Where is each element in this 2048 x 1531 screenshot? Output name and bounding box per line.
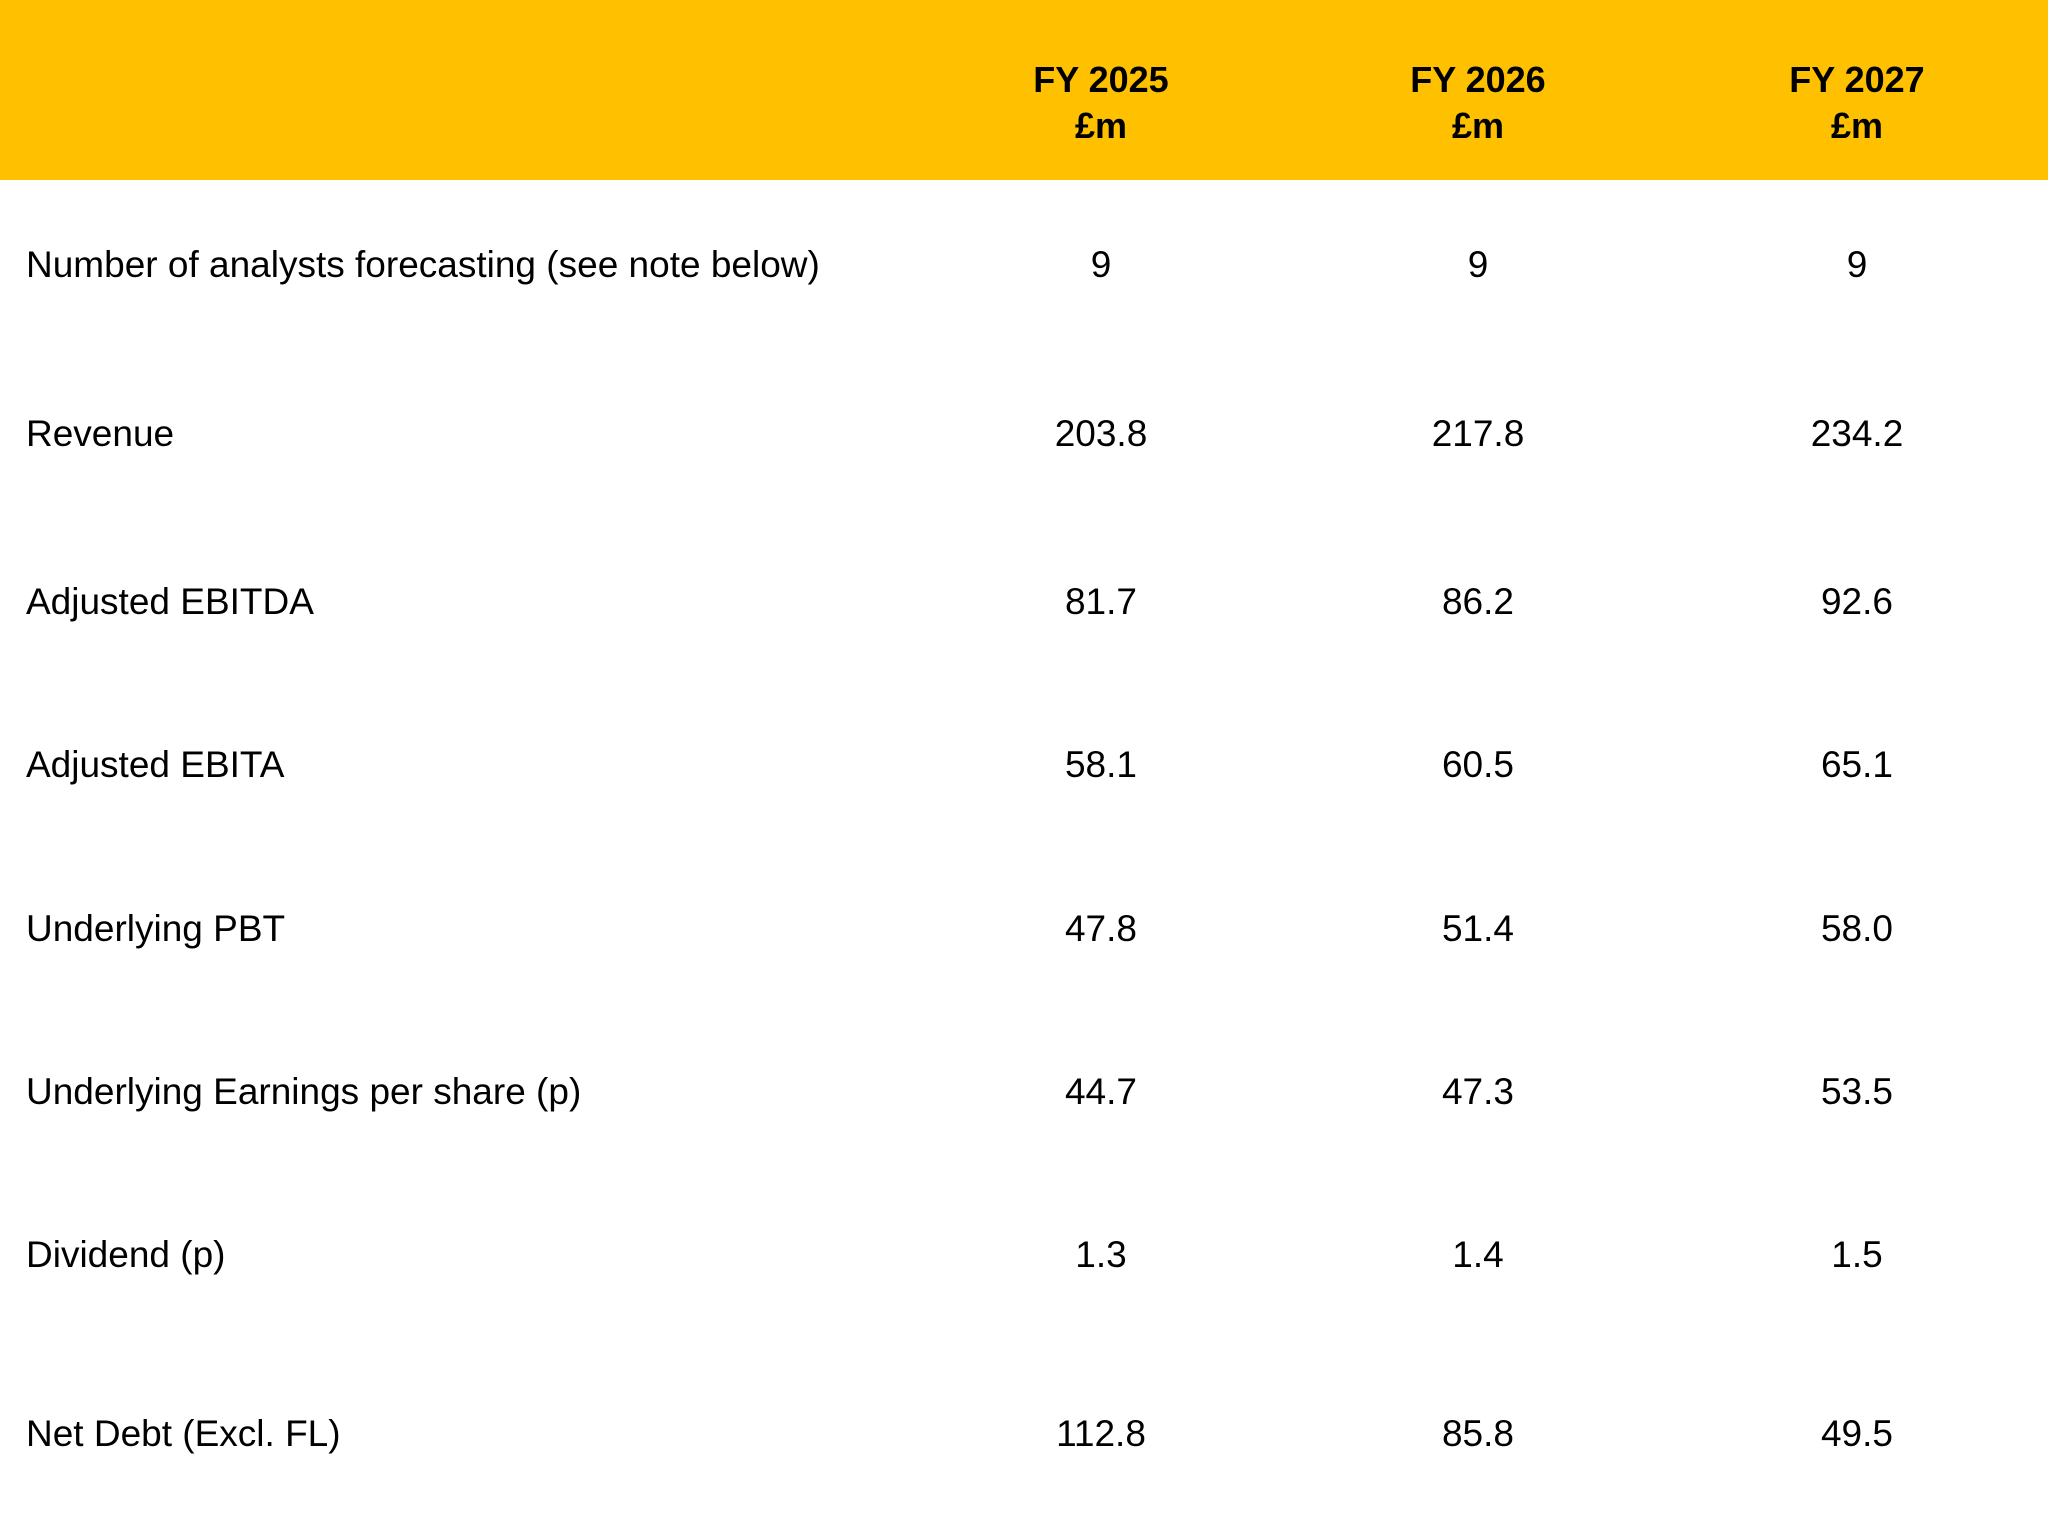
table-header: FY 2025 £m FY 2026 £m FY 2027 £m [0,0,2048,180]
cell-value: 44.7 [1064,1071,1137,1112]
column-year: FY 2025 [1033,59,1169,100]
cell-value: 1.3 [1075,1234,1127,1275]
row-label: Adjusted EBITDA [26,581,314,622]
cell-value: 81.7 [1064,581,1137,622]
row-label: Net Debt (Excl. FL) [26,1413,341,1454]
cell-value: 1.5 [1831,1234,1883,1275]
cell-value: 53.5 [1820,1071,1893,1112]
cell-value: 65.1 [1820,744,1893,785]
column-header: FY 2027 £m [1707,57,2007,149]
column-header: FY 2026 £m [1328,57,1628,149]
row-label: Number of analysts forecasting (see note… [26,244,820,285]
cell-value: 86.2 [1441,581,1514,622]
cell-value: 47.8 [1064,908,1137,949]
cell-value: 60.5 [1441,744,1514,785]
cell-value: 234.2 [1810,413,1904,454]
column-unit: £m [1451,105,1505,146]
column-year: FY 2026 [1410,59,1546,100]
cell-value: 58.1 [1064,744,1137,785]
column-unit: £m [1830,105,1884,146]
cell-value: 47.3 [1441,1071,1514,1112]
row-label: Revenue [26,413,175,454]
cell-value: 58.0 [1820,908,1893,949]
row-label: Adjusted EBITA [26,744,285,785]
row-label: Underlying Earnings per share (p) [26,1071,582,1112]
column-year: FY 2027 [1789,59,1925,100]
row-label: Underlying PBT [26,908,286,949]
cell-value: 49.5 [1820,1413,1893,1454]
cell-value: 9 [1090,244,1112,285]
cell-value: 112.8 [1056,1413,1146,1454]
column-header: FY 2025 £m [951,57,1251,149]
row-label: Dividend (p) [26,1234,226,1275]
cell-value: 217.8 [1431,413,1525,454]
cell-value: 85.8 [1441,1413,1514,1454]
cell-value: 9 [1467,244,1489,285]
cell-value: 51.4 [1441,908,1514,949]
column-unit: £m [1074,105,1128,146]
cell-value: 203.8 [1054,413,1148,454]
cell-value: 92.6 [1820,581,1893,622]
cell-value: 9 [1846,244,1868,285]
cell-value: 1.4 [1452,1234,1504,1275]
